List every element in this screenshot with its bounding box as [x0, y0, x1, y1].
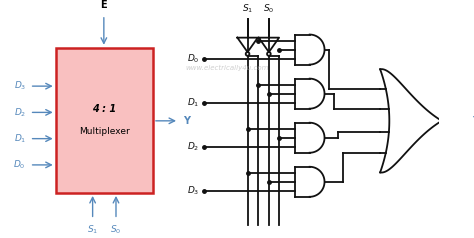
- Text: $D_2$: $D_2$: [187, 140, 200, 153]
- Text: Multiplexer: Multiplexer: [79, 128, 130, 136]
- Text: $S_0$: $S_0$: [263, 2, 274, 15]
- Text: $S_1$: $S_1$: [87, 224, 98, 237]
- Text: $D_1$: $D_1$: [187, 96, 200, 109]
- Text: $D_3$: $D_3$: [14, 80, 26, 92]
- Text: www.electrically4u.com: www.electrically4u.com: [185, 65, 269, 71]
- Text: $D_0$: $D_0$: [13, 159, 26, 171]
- Text: $D_1$: $D_1$: [14, 132, 26, 145]
- Circle shape: [267, 52, 271, 56]
- Bar: [55, 48, 153, 193]
- Text: $S_1$: $S_1$: [242, 2, 253, 15]
- Circle shape: [246, 52, 249, 56]
- Text: Y: Y: [473, 116, 474, 126]
- Text: $D_3$: $D_3$: [187, 184, 200, 197]
- Text: 4 : 1: 4 : 1: [92, 104, 117, 114]
- Text: Y: Y: [182, 116, 190, 126]
- Text: E: E: [100, 0, 107, 10]
- Text: $D_0$: $D_0$: [187, 52, 200, 65]
- Text: $S_0$: $S_0$: [110, 224, 122, 237]
- Text: $D_2$: $D_2$: [14, 106, 26, 119]
